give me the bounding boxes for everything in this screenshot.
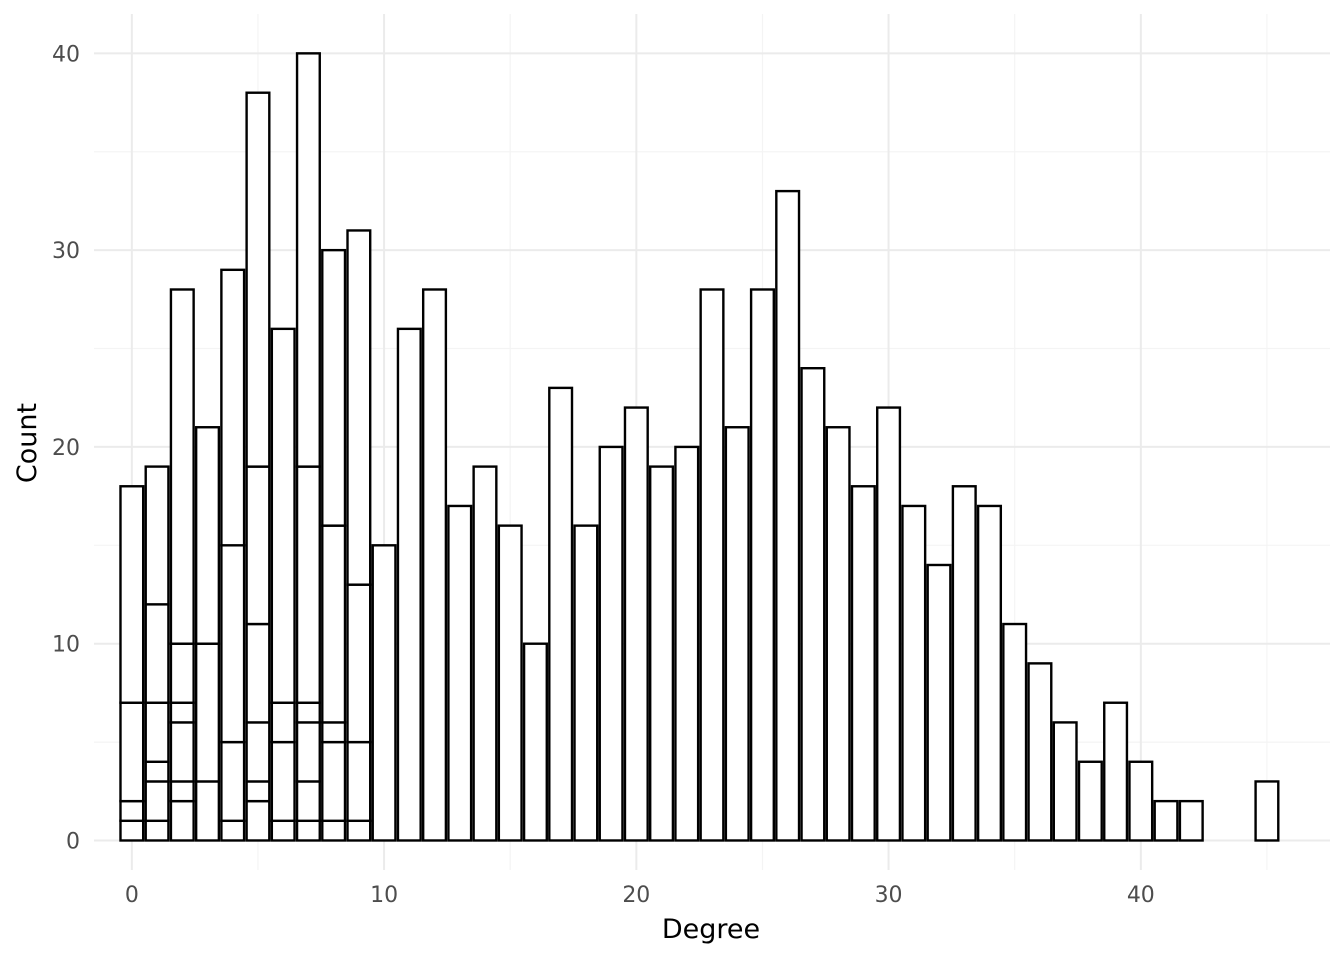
histogram-bar-segment [194, 426, 221, 645]
histogram-bar-segment [245, 91, 271, 468]
histogram-bar-segment [169, 288, 195, 645]
y-axis-title: Count [12, 403, 43, 483]
histogram-bar-segment [321, 248, 347, 527]
histogram-bar-segment [346, 583, 372, 744]
histogram-bar-segment [775, 189, 801, 842]
histogram-bar-segment [194, 642, 221, 783]
histogram-bar-segment [144, 819, 170, 842]
histogram-bar-segment [321, 740, 347, 823]
y-axis-tick-labels: 0 10 20 30 40 [52, 42, 80, 854]
histogram-bar-segment [295, 819, 321, 842]
histogram-bar-segment [295, 465, 321, 704]
histogram-bar-segment [194, 780, 221, 842]
histogram-bar-segment [1002, 622, 1028, 842]
histogram-bar-segment [749, 288, 776, 842]
histogram-bar-segment [144, 465, 170, 606]
y-tick-label: 30 [52, 239, 80, 264]
histogram-bar-segment [825, 426, 851, 842]
histogram-bar-segment [497, 524, 523, 842]
y-tick-label: 40 [52, 42, 80, 67]
histogram-bar-segment [169, 642, 195, 704]
histogram-bar-segment [901, 504, 927, 842]
histogram-bar-segment [270, 819, 296, 842]
histogram-bar-segment [169, 780, 195, 803]
histogram-bar-segment [144, 603, 170, 704]
histogram-bar-segment [144, 780, 170, 823]
x-tick-label: 20 [622, 883, 650, 908]
histogram-bar-segment [245, 721, 271, 783]
histogram-bar-segment [144, 760, 170, 783]
histogram-bar-segment [321, 524, 347, 724]
histogram-bar-segment [699, 288, 725, 842]
y-tick-label: 10 [52, 633, 80, 658]
histogram-bar-segment [396, 327, 422, 842]
histogram-bar-segment [472, 465, 498, 842]
histogram-bar-segment [951, 485, 977, 842]
histogram-bar-segment [119, 819, 145, 842]
histogram-bar-segment [220, 740, 246, 823]
histogram-bar-segment [144, 701, 170, 763]
histogram-bar-segment [623, 406, 649, 842]
histogram-bar-segment [270, 740, 296, 823]
histogram-bar-segment [976, 504, 1003, 842]
histogram-bar-segment [447, 504, 473, 842]
histogram-bar-segment [119, 485, 145, 704]
histogram-bar-segment [1077, 760, 1103, 842]
histogram-bar-segment [245, 465, 271, 626]
histogram-bar-segment [119, 701, 145, 803]
histogram-bar-segment [220, 819, 246, 842]
histogram-bar-segment [421, 288, 448, 842]
histogram-bar-segment [649, 465, 675, 842]
x-tick-label: 30 [875, 883, 903, 908]
histogram-bar-segment [724, 426, 750, 842]
histogram-bar-segment [321, 819, 347, 842]
histogram-bar-segment [245, 780, 271, 803]
histogram-bar-segment [1052, 721, 1078, 842]
histogram-bar-segment [1128, 760, 1154, 842]
histogram-bar-segment [1153, 799, 1179, 842]
histogram-bar-segment [548, 386, 574, 842]
y-tick-label: 20 [52, 436, 80, 461]
histogram-bar-segment [674, 445, 700, 842]
histogram-bar-segment [119, 799, 145, 823]
histogram-bar-segment [270, 701, 296, 744]
x-axis-tick-labels: 0 10 20 30 40 [125, 883, 1155, 908]
histogram-bar-segment [295, 780, 321, 823]
histogram-bars [119, 52, 1280, 842]
histogram-bar-segment [295, 721, 321, 783]
histogram-bar-segment [346, 819, 372, 842]
histogram-bar-segment [245, 622, 271, 724]
histogram-bar-segment [321, 721, 347, 744]
histogram-bar-segment [876, 406, 902, 842]
x-tick-label: 40 [1127, 883, 1155, 908]
histogram-bar-segment [295, 52, 321, 468]
histogram-bar-segment [371, 544, 397, 842]
histogram-bar-segment [346, 740, 372, 823]
histogram-bar-segment [573, 524, 599, 842]
x-tick-label: 10 [370, 883, 398, 908]
histogram-bar-segment [169, 701, 195, 724]
x-tick-label: 0 [125, 883, 139, 908]
histogram-bar-segment [1254, 780, 1280, 842]
histogram-bar-segment [850, 485, 876, 842]
histogram-bar-segment [169, 799, 195, 842]
histogram-bar-segment [346, 229, 372, 586]
histogram-bar-segment [1178, 799, 1204, 842]
histogram-bar-segment [926, 563, 952, 842]
histogram-bar-segment [598, 445, 624, 842]
x-axis-title: Degree [662, 914, 760, 945]
histogram-bar-segment [220, 268, 246, 547]
histogram-bar-segment [295, 701, 321, 724]
histogram-bar-segment [169, 721, 195, 783]
histogram-bar-segment [522, 642, 548, 842]
y-tick-label: 0 [66, 829, 80, 854]
histogram-bar-segment [1103, 701, 1129, 842]
histogram-bar-segment [800, 367, 826, 842]
histogram-bar-segment [270, 327, 296, 704]
histogram-bar-segment [1027, 662, 1053, 842]
histogram-bar-segment [245, 799, 271, 842]
histogram-bar-segment [220, 544, 246, 744]
